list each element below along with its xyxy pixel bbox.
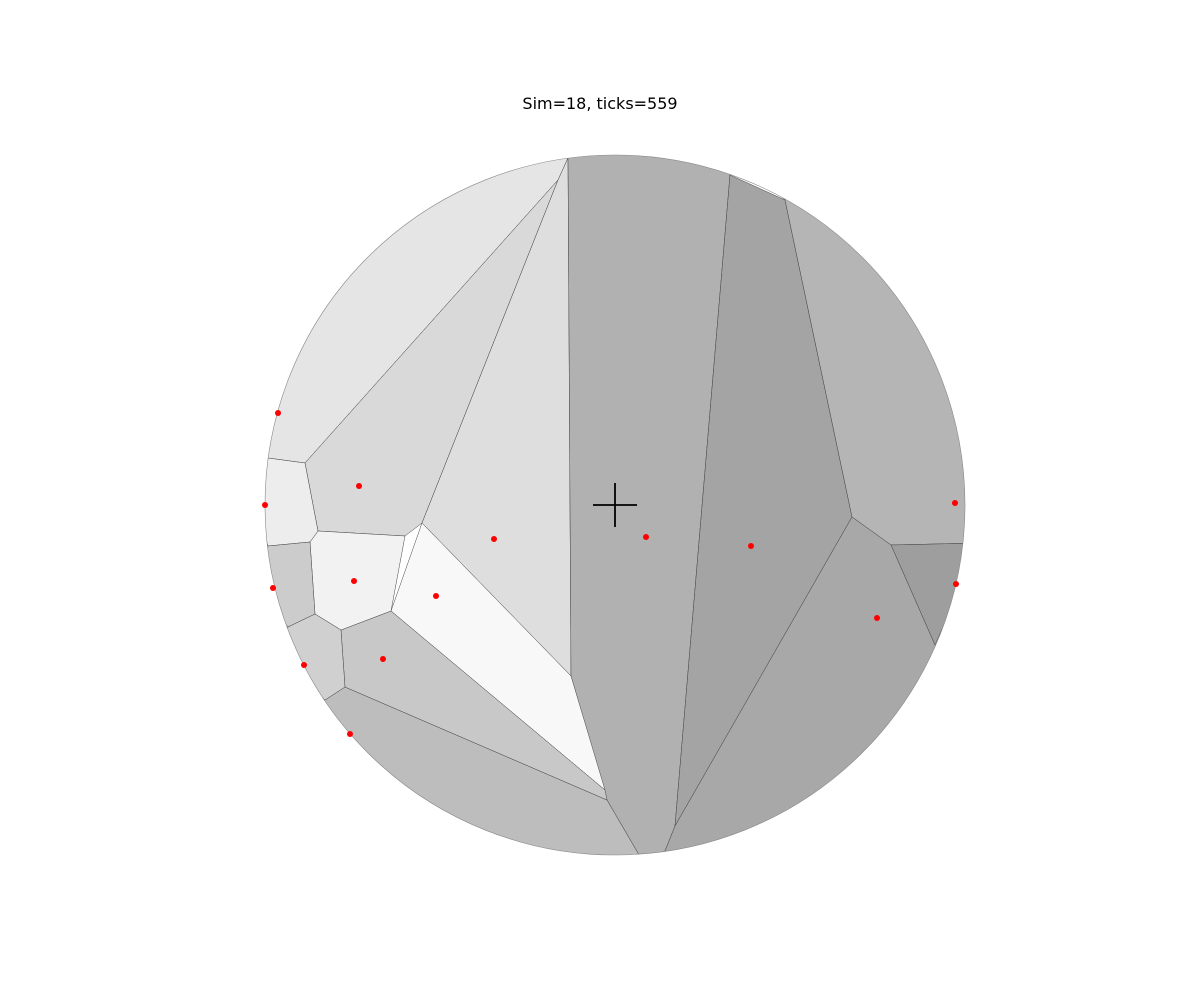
site-point <box>275 410 281 416</box>
sites <box>262 410 959 737</box>
site-point <box>380 656 386 662</box>
crosshair-icon <box>593 483 637 527</box>
site-point <box>953 581 959 587</box>
site-point <box>270 585 276 591</box>
site-point <box>262 502 268 508</box>
site-point <box>351 578 357 584</box>
site-point <box>491 536 497 542</box>
plot-title: Sim=18, ticks=559 <box>522 94 678 113</box>
site-point <box>643 534 649 540</box>
site-point <box>433 593 439 599</box>
site-point <box>347 731 353 737</box>
site-point <box>952 500 958 506</box>
site-point <box>301 662 307 668</box>
site-point <box>874 615 880 621</box>
site-point <box>748 543 754 549</box>
voronoi-cell <box>279 613 346 701</box>
site-point <box>356 483 362 489</box>
voronoi-cell <box>265 541 316 628</box>
